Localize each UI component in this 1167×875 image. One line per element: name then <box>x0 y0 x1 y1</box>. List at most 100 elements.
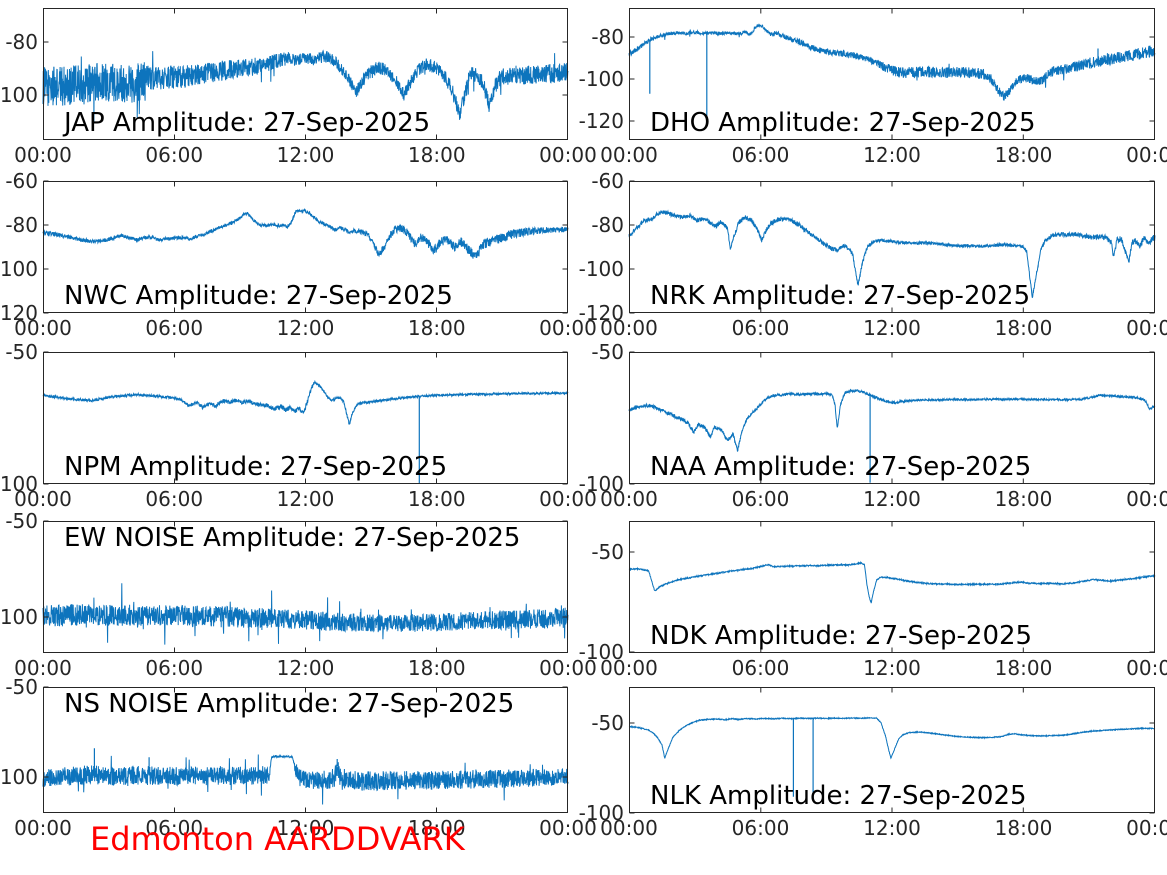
tick-marks-naa <box>629 351 1155 485</box>
xtick-label-ns-noise: 00:00 <box>14 816 72 840</box>
axes-dho <box>628 8 1156 140</box>
ytick-label-ndk: -100 <box>578 640 624 664</box>
tick-marks-nlk <box>629 687 1155 814</box>
xtick-label-nwc: 06:00 <box>145 316 204 340</box>
subplot-title-nrk: NRK Amplitude: 27-Sep-2025 <box>650 281 1031 311</box>
ytick-label-naa: -50 <box>591 340 624 364</box>
ytick-label-npm: -100 <box>0 472 38 496</box>
xtick-label-ns-noise: 18:00 <box>407 816 466 840</box>
xtick-label-nrk: 06:00 <box>731 316 790 340</box>
xtick-label-ns-noise: 06:00 <box>145 816 204 840</box>
ytick-label-npm: -50 <box>5 340 38 364</box>
xtick-label-ns-noise: 00:00 <box>539 816 597 840</box>
trace-jap <box>42 49 569 124</box>
subplot-title-naa: NAA Amplitude: 27-Sep-2025 <box>650 452 1032 482</box>
trace-npm <box>42 379 569 425</box>
subplot-title-nlk: NLK Amplitude: 27-Sep-2025 <box>650 781 1027 811</box>
ytick-label-nrk: -120 <box>578 301 624 325</box>
subplot-title-dho: DHO Amplitude: 27-Sep-2025 <box>650 108 1036 138</box>
xtick-label-dho: 18:00 <box>994 143 1053 167</box>
tick-marks-nrk <box>629 180 1155 314</box>
subplot-title-ns-noise: NS NOISE Amplitude: 27-Sep-2025 <box>64 689 515 719</box>
xtick-label-nlk: 00:00 <box>600 816 658 840</box>
xtick-label-ew-noise: 18:00 <box>407 656 466 680</box>
ytick-label-naa: -100 <box>578 472 624 496</box>
ytick-label-nwc: -100 <box>0 257 38 281</box>
ytick-label-nlk: -100 <box>578 801 624 825</box>
xtick-label-npm: 18:00 <box>407 487 466 511</box>
xtick-label-nwc: 18:00 <box>407 316 466 340</box>
ytick-label-jap: -100 <box>0 83 38 107</box>
xtick-label-ndk: 06:00 <box>731 656 790 680</box>
xtick-label-ndk: 12:00 <box>863 656 921 680</box>
axes-ns-noise <box>42 686 569 813</box>
trace-ew-noise <box>42 583 569 645</box>
station-footer-label: Edmonton AARDDVARK <box>90 820 465 858</box>
ytick-label-nlk: -50 <box>591 711 624 735</box>
xtick-label-npm: 00:00 <box>14 487 72 511</box>
ytick-label-ndk: -50 <box>591 540 624 564</box>
ytick-label-jap: -80 <box>5 30 38 54</box>
trace-nwc <box>42 207 569 259</box>
xtick-label-jap: 00:00 <box>539 143 597 167</box>
xtick-label-ns-noise: 12:00 <box>276 816 335 840</box>
ytick-label-ew-noise: -50 <box>5 509 38 533</box>
trace-nrk <box>628 209 1156 299</box>
ytick-label-dho: -100 <box>578 67 624 91</box>
axes-ew-noise <box>42 520 569 653</box>
trace-ns-noise <box>42 753 569 805</box>
trace-dho <box>628 23 1156 101</box>
xtick-label-nlk: 12:00 <box>863 816 921 840</box>
xtick-label-ndk: 00:00 <box>1126 656 1167 680</box>
xtick-label-dho: 12:00 <box>863 143 921 167</box>
tick-marks-npm <box>43 351 568 485</box>
xtick-label-jap: 00:00 <box>14 143 72 167</box>
trace-naa <box>628 388 1156 452</box>
tick-marks-ew-noise <box>43 520 568 653</box>
xtick-label-dho: 00:00 <box>600 143 658 167</box>
tick-marks-ns-noise <box>43 686 568 813</box>
ytick-label-ew-noise: -100 <box>0 605 38 629</box>
tick-marks-ndk <box>629 521 1155 653</box>
ytick-label-nrk: -80 <box>591 213 624 237</box>
ytick-label-nwc: -120 <box>0 301 38 325</box>
xtick-label-jap: 18:00 <box>407 143 466 167</box>
xtick-label-jap: 06:00 <box>145 143 204 167</box>
xtick-label-nrk: 18:00 <box>994 316 1053 340</box>
subplot-title-ew-noise: EW NOISE Amplitude: 27-Sep-2025 <box>64 523 521 553</box>
ytick-label-nwc: -60 <box>5 169 38 193</box>
xtick-label-naa: 12:00 <box>863 487 921 511</box>
xtick-label-nlk: 18:00 <box>994 816 1053 840</box>
xtick-label-nlk: 06:00 <box>731 816 790 840</box>
xtick-label-ndk: 18:00 <box>994 656 1053 680</box>
xtick-label-ew-noise: 06:00 <box>145 656 204 680</box>
ytick-label-nwc: -80 <box>5 213 38 237</box>
xtick-label-npm: 06:00 <box>145 487 204 511</box>
ytick-label-ns-noise: -100 <box>0 765 38 789</box>
tick-marks-dho <box>629 8 1155 140</box>
subplot-title-npm: NPM Amplitude: 27-Sep-2025 <box>64 452 448 482</box>
axes-jap <box>42 8 569 140</box>
axes-naa <box>628 351 1156 485</box>
ytick-label-dho: -120 <box>578 109 624 133</box>
trace-spikes-dho <box>649 33 1099 120</box>
trace-nlk <box>628 716 1156 760</box>
subplot-title-ndk: NDK Amplitude: 27-Sep-2025 <box>650 621 1033 651</box>
xtick-label-nwc: 12:00 <box>276 316 335 340</box>
tick-marks-nwc <box>43 180 568 314</box>
xtick-label-ndk: 00:00 <box>600 656 658 680</box>
ytick-label-nrk: -60 <box>591 169 624 193</box>
ytick-label-ns-noise: -50 <box>5 675 38 699</box>
xtick-label-nwc: 00:00 <box>539 316 597 340</box>
xtick-label-nrk: 12:00 <box>863 316 921 340</box>
axes-nwc <box>42 180 569 314</box>
ytick-label-dho: -80 <box>591 25 624 49</box>
axes-nlk <box>628 687 1156 814</box>
xtick-label-nrk: 00:00 <box>1126 316 1167 340</box>
axes-nrk <box>628 180 1156 314</box>
subplot-title-nwc: NWC Amplitude: 27-Sep-2025 <box>64 281 453 311</box>
xtick-label-dho: 06:00 <box>731 143 790 167</box>
xtick-label-naa: 00:00 <box>600 487 658 511</box>
subplot-title-jap: JAP Amplitude: 27-Sep-2025 <box>64 108 431 138</box>
